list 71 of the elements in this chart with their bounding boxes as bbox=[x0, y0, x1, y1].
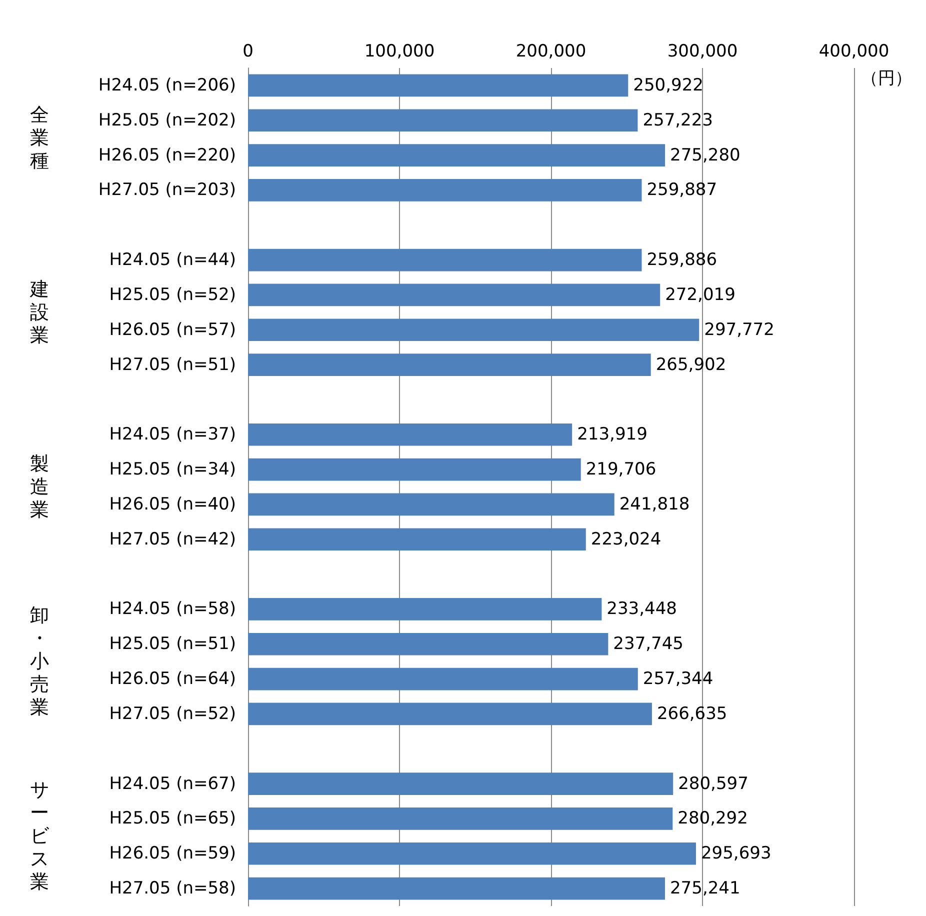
text: 全業種 bbox=[30, 104, 49, 172]
bar bbox=[248, 318, 700, 342]
y-tick-label: H25.05 (n=52) bbox=[109, 284, 236, 305]
bar bbox=[248, 808, 673, 830]
bar bbox=[248, 248, 642, 272]
text: 建設業 bbox=[29, 278, 49, 346]
data-label: 223,024 bbox=[590, 529, 662, 550]
data-label: 280,292 bbox=[678, 808, 748, 829]
y-tick-label: H25.05 (n=51) bbox=[109, 634, 236, 654]
data-label: 259,887 bbox=[646, 180, 718, 200]
y-tick-label: H24.05 (n=37) bbox=[109, 424, 236, 445]
bar bbox=[248, 702, 652, 726]
x-tick-label: 200,000 bbox=[516, 42, 586, 62]
bar bbox=[248, 493, 614, 516]
data-label: 272,019 bbox=[665, 284, 736, 305]
y-tick-label: H26.05 (n=220) bbox=[98, 145, 236, 166]
bar bbox=[248, 772, 674, 795]
data-label: 280,597 bbox=[678, 774, 748, 794]
bar bbox=[248, 74, 628, 97]
x-tick-label: 300,000 bbox=[667, 42, 738, 62]
y-tick-label: H24.05 (n=44) bbox=[109, 250, 236, 270]
bar bbox=[248, 632, 608, 656]
y-tick-label: H26.05 (n=57) bbox=[109, 320, 236, 340]
data-label: 213,919 bbox=[577, 424, 648, 445]
text: サービス業 bbox=[30, 779, 50, 894]
bar bbox=[248, 668, 638, 690]
y-tick-label: H25.05 (n=34) bbox=[109, 460, 236, 480]
bar bbox=[248, 528, 586, 551]
text: 製造業 bbox=[30, 453, 49, 521]
y-tick-label: H27.05 (n=52) bbox=[109, 704, 236, 724]
bar bbox=[248, 109, 638, 132]
data-label: 237,745 bbox=[613, 634, 684, 654]
bar bbox=[248, 144, 666, 166]
y-tick-label: H27.05 (n=58) bbox=[109, 878, 236, 899]
data-label: 265,902 bbox=[656, 354, 726, 375]
bar bbox=[248, 877, 665, 900]
bar bbox=[248, 354, 651, 376]
y-tick-label: H26.05 (n=40) bbox=[109, 494, 236, 514]
y-tick-label: H26.05 (n=64) bbox=[109, 669, 236, 690]
y-tick-label: H25.05 (n=65) bbox=[109, 808, 236, 829]
bar bbox=[248, 598, 602, 620]
data-label: 257,344 bbox=[642, 669, 714, 690]
data-label: 297,772 bbox=[704, 320, 774, 340]
bar bbox=[248, 423, 572, 446]
y-tick-label: H25.05 (n=202) bbox=[98, 110, 236, 130]
data-label: 241,818 bbox=[619, 494, 690, 514]
x-axis-title: （円） bbox=[861, 68, 912, 88]
x-tick-label: 400,000 bbox=[818, 42, 890, 62]
y-tick-label: H24.05 (n=206) bbox=[98, 75, 236, 96]
data-label: 219,706 bbox=[586, 460, 656, 480]
x-tick-label: 100,000 bbox=[364, 42, 435, 62]
y-tick-label: H27.05 (n=42) bbox=[109, 529, 236, 550]
y-tick-label: H24.05 (n=58) bbox=[109, 599, 236, 620]
data-label: 250,922 bbox=[633, 75, 704, 96]
data-label: 259,886 bbox=[646, 250, 718, 270]
data-label: 233,448 bbox=[606, 599, 677, 620]
data-label: 295,693 bbox=[700, 844, 772, 864]
y-tick-label: H24.05 (n=67) bbox=[109, 774, 236, 794]
data-label: 275,241 bbox=[670, 878, 740, 899]
data-label: 257,223 bbox=[642, 110, 714, 130]
y-tick-label: H27.05 (n=51) bbox=[109, 354, 236, 375]
data-label: 266,635 bbox=[656, 704, 728, 724]
text: 卸・小売業 bbox=[30, 604, 49, 719]
bar bbox=[248, 458, 581, 481]
bar bbox=[248, 842, 696, 865]
y-tick-label: H26.05 (n=59) bbox=[109, 844, 236, 864]
x-tick-label: 0 bbox=[242, 42, 254, 62]
bar bbox=[248, 284, 660, 306]
data-label: 275,280 bbox=[670, 145, 740, 166]
y-tick-label: H27.05 (n=203) bbox=[98, 180, 236, 200]
bar bbox=[248, 179, 642, 202]
